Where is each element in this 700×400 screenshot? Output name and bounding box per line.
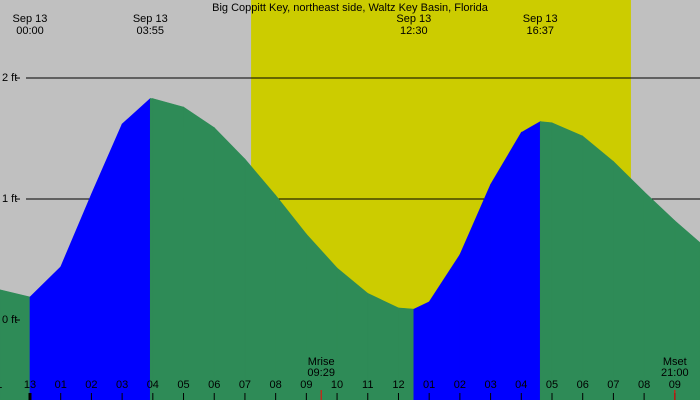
x-tick-label: 13 (24, 379, 36, 391)
event-date: Sep 13 (523, 13, 558, 25)
tide-area (213, 126, 246, 400)
y-tick-label: 1 ft (2, 193, 17, 205)
x-tick-label: 06 (208, 379, 220, 391)
x-tick-label: 01 (423, 379, 435, 391)
tide-area (582, 135, 614, 400)
moon-time: 09:29 (307, 367, 335, 379)
tide-area (183, 106, 215, 400)
x-tick-label: 10 (331, 379, 343, 391)
event-date: Sep 13 (133, 13, 168, 25)
tide-area (121, 97, 151, 400)
x-tick-label: 05 (177, 379, 189, 391)
tide-area (613, 160, 645, 400)
event-date: Sep 13 (13, 13, 48, 25)
tide-area (152, 98, 184, 400)
x-tick-label: 07 (607, 379, 619, 391)
x-tick-label: 03 (484, 379, 496, 391)
x-tick-label: 04 (515, 379, 527, 391)
moon-label: Mrise (308, 356, 335, 368)
x-tick-label: 03 (116, 379, 128, 391)
event-time: 03:55 (137, 25, 165, 37)
x-tick-label: 11 (362, 379, 373, 391)
event-date: Sep 13 (396, 13, 431, 25)
x-tick-label: 02 (454, 379, 466, 391)
y-tick-label: 2 ft (2, 72, 17, 84)
tide-area (520, 121, 541, 400)
x-tick-label: 06 (577, 379, 589, 391)
x-tick-label: 07 (239, 379, 251, 391)
tide-area (551, 122, 584, 400)
event-time: 16:37 (526, 25, 554, 37)
y-tick-label: 0 ft (2, 314, 17, 326)
chart-title: Big Coppitt Key, northeast side, Waltz K… (212, 2, 489, 14)
tide-area (539, 121, 553, 400)
tide-area (149, 98, 154, 400)
x-tick-label: 1 (0, 379, 2, 391)
x-tick-label: 08 (270, 379, 282, 391)
tide-area (244, 158, 276, 400)
x-tick-label: 01 (55, 379, 67, 391)
x-tick-label: 08 (638, 379, 650, 391)
event-time: 12:30 (400, 25, 428, 37)
moon-label: Mset (663, 356, 687, 368)
x-tick-label: 02 (85, 379, 97, 391)
moon-time: 21:00 (661, 367, 689, 379)
event-time: 00:00 (16, 25, 44, 37)
tide-area (674, 220, 700, 400)
x-tick-label: 05 (546, 379, 558, 391)
x-tick-label: 09 (300, 379, 312, 391)
x-tick-label: 12 (392, 379, 404, 391)
x-tick-label: 09 (669, 379, 681, 391)
x-tick-label: 04 (147, 379, 159, 391)
